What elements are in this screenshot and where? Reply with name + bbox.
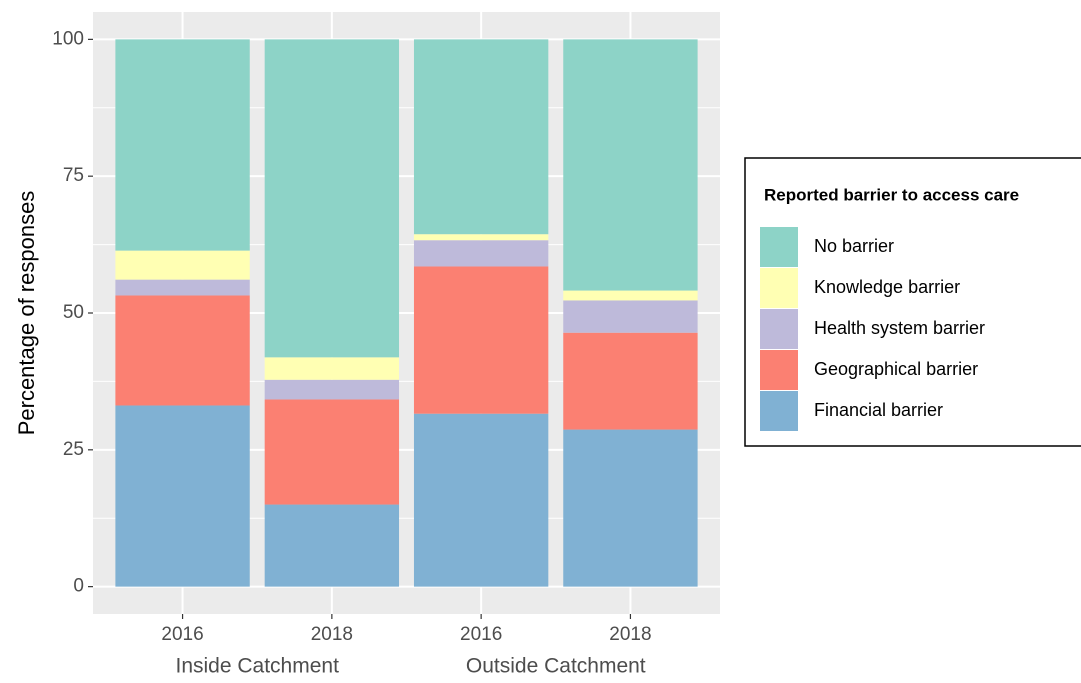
legend-box [744, 157, 1081, 447]
bar-segment [264, 399, 400, 505]
legend-key [760, 309, 798, 349]
bar-segment [413, 266, 549, 414]
bar-segment [115, 39, 250, 251]
legend-label: Health system barrier [814, 318, 985, 338]
bar-segment [563, 290, 698, 301]
legend-key [760, 350, 798, 390]
bar-segment [413, 240, 549, 267]
bar-segment [115, 405, 250, 587]
bar-segment [115, 279, 250, 296]
group-label: Outside Catchment [466, 655, 646, 678]
y-tick-label: 75 [63, 165, 84, 186]
y-tick-label: 25 [63, 439, 84, 460]
bar-segment [563, 300, 698, 333]
legend-label: No barrier [814, 236, 894, 256]
x-tick-label: 2018 [609, 624, 651, 645]
legend-key [760, 391, 798, 431]
bar-segment [563, 332, 698, 430]
legend-key [760, 268, 798, 308]
bar-segment [115, 295, 250, 406]
bar-segment [115, 250, 250, 280]
y-tick-label: 100 [52, 28, 84, 49]
bar-segment [264, 379, 400, 400]
bar-segment [413, 413, 549, 587]
y-tick-label: 50 [63, 302, 84, 323]
bar-segment [264, 504, 400, 587]
group-label: Inside Catchment [176, 655, 340, 678]
legend-label: Knowledge barrier [814, 277, 960, 297]
bar-segment [264, 357, 400, 380]
bar-segment [264, 39, 400, 358]
y-axis-title: Percentage of responses [14, 191, 39, 436]
legend-label: Geographical barrier [814, 359, 978, 379]
legend-label: Financial barrier [814, 400, 943, 420]
y-tick-label: 0 [73, 576, 84, 597]
x-tick-label: 2016 [161, 624, 203, 645]
bar-segment [563, 39, 698, 291]
bar-segment [413, 39, 549, 235]
legend-title: Reported barrier to access care [764, 185, 1019, 204]
x-tick-label: 2018 [311, 624, 353, 645]
bar-segment [563, 429, 698, 587]
x-tick-label: 2016 [460, 624, 502, 645]
legend-key [760, 227, 798, 267]
bar-segment [413, 234, 549, 241]
